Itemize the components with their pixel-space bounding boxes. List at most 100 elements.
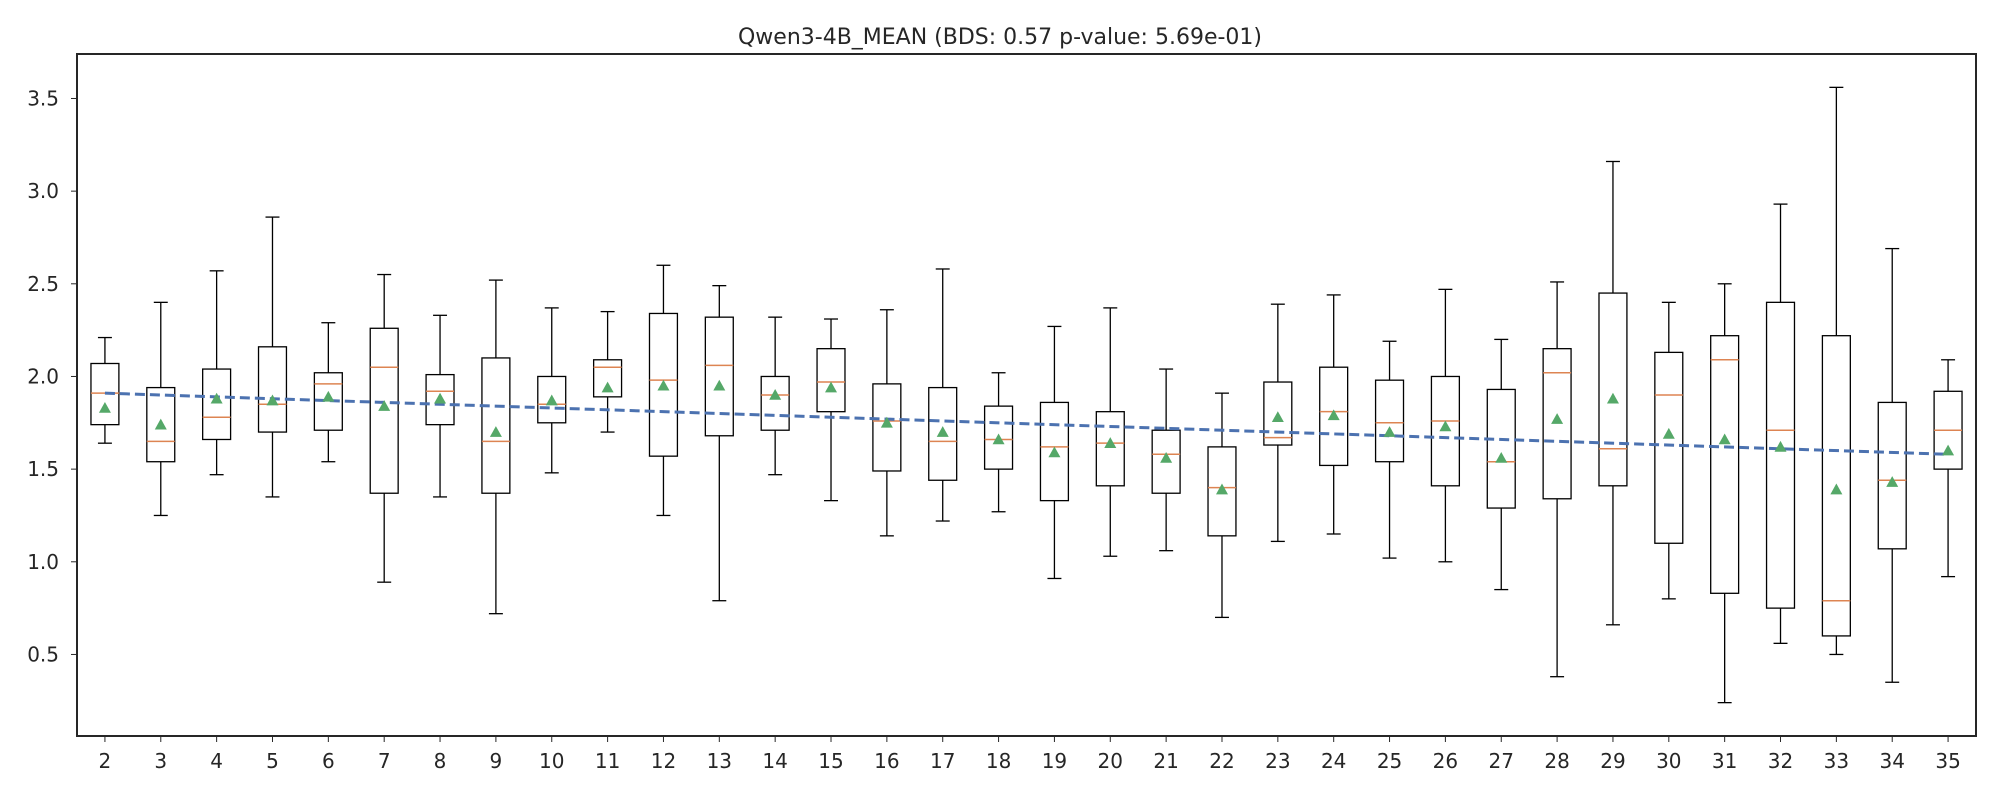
box-11: [592, 310, 623, 433]
x-tick-label: 24: [1321, 749, 1346, 773]
x-tick-label: 18: [986, 749, 1011, 773]
y-tick-label: 3.5: [27, 86, 59, 110]
iqr-box: [257, 346, 288, 433]
box-6: [313, 322, 343, 463]
mean-marker-35: [1942, 444, 1955, 456]
x-tick-label: 9: [490, 749, 503, 773]
mean-marker-20: [1104, 437, 1117, 448]
mean-marker-3: [154, 418, 167, 430]
mean-marker-15: [825, 381, 838, 393]
mean-marker-5: [266, 394, 279, 406]
iqr-box: [648, 312, 679, 457]
x-tick-label: 19: [1042, 749, 1067, 773]
box-24: [1319, 294, 1349, 535]
x-tick-label: 6: [322, 749, 335, 773]
iqr-box: [1151, 429, 1181, 494]
box-21: [1151, 368, 1181, 552]
mean-marker-13: [713, 379, 726, 391]
x-tick-label: 4: [210, 749, 223, 773]
mean-marker-14: [769, 389, 782, 400]
x-tick-label: 34: [1879, 749, 1904, 773]
mean-marker-26: [1439, 420, 1452, 432]
box-22: [1207, 392, 1237, 619]
iqr-box: [1765, 301, 1796, 609]
iqr-box: [537, 375, 567, 424]
box-10: [537, 307, 567, 474]
mean-marker-27: [1495, 452, 1508, 463]
y-tick-label: 1.0: [27, 550, 59, 574]
y-tick-label: 0.5: [27, 642, 59, 666]
trend-line: [104, 391, 1949, 456]
mean-marker-28: [1551, 413, 1564, 424]
box-19: [1039, 325, 1070, 580]
mean-marker-18: [992, 433, 1005, 445]
box-5: [257, 216, 288, 498]
box-7: [369, 273, 399, 583]
box-12: [648, 264, 679, 517]
iqr-box: [1374, 379, 1405, 463]
y-tick-label: 3.0: [27, 179, 59, 203]
iqr-box: [1877, 401, 1907, 550]
mean-marker-24: [1327, 409, 1340, 421]
x-tick-label: 28: [1544, 749, 1569, 773]
box-8: [425, 314, 455, 498]
box-3: [146, 301, 176, 517]
mean-marker-21: [1160, 452, 1173, 463]
x-tick-label: 20: [1098, 749, 1123, 773]
boxes-layer: [90, 86, 1963, 704]
y-tick-label: 2.5: [27, 272, 59, 296]
iqr-box: [146, 386, 176, 463]
mean-marker-22: [1215, 483, 1228, 495]
x-tick-label: 5: [266, 749, 279, 773]
x-tick-label: 17: [930, 749, 955, 773]
iqr-box: [202, 368, 232, 441]
box-23: [1263, 303, 1293, 543]
iqr-box: [592, 359, 623, 398]
mean-marker-32: [1774, 440, 1787, 452]
y-tick-label: 2.0: [27, 364, 59, 388]
box-29: [1598, 160, 1628, 626]
iqr-box: [816, 348, 846, 413]
x-tick-label: 21: [1153, 749, 1178, 773]
mean-marker-31: [1718, 433, 1731, 445]
mean-marker-9: [489, 426, 502, 437]
iqr-box: [1821, 335, 1851, 637]
iqr-box: [1598, 292, 1628, 487]
x-tick-label: 16: [874, 749, 899, 773]
x-tick-label: 15: [818, 749, 843, 773]
mean-marker-16: [880, 416, 893, 428]
box-25: [1374, 340, 1405, 559]
iqr-box: [1710, 335, 1740, 594]
x-tick-label: 10: [539, 749, 564, 773]
iqr-box: [369, 327, 399, 494]
mean-marker-17: [936, 426, 949, 437]
x-tick-label: 22: [1209, 749, 1234, 773]
iqr-box: [872, 383, 902, 472]
mean-marker-29: [1606, 392, 1619, 404]
x-tick-label: 25: [1377, 749, 1402, 773]
iqr-box: [704, 316, 734, 437]
box-33: [1821, 86, 1851, 656]
iqr-box: [90, 362, 120, 426]
box-28: [1542, 281, 1572, 678]
iqr-box: [1039, 401, 1070, 502]
x-tick-label: 23: [1265, 749, 1290, 773]
iqr-box: [1319, 366, 1349, 467]
box-14: [760, 316, 790, 476]
iqr-box: [928, 386, 958, 481]
box-30: [1654, 301, 1684, 600]
box-27: [1486, 338, 1516, 591]
box-2: [90, 336, 120, 444]
x-tick-label: 27: [1489, 749, 1514, 773]
mean-marker-33: [1830, 483, 1843, 495]
axes-layer: 2 3 4 5 6 7 8 9 10 11 12 13 14 15 16 17 18 19 20 21 22 23 24 25…: [27, 86, 1961, 773]
box-20: [1095, 307, 1125, 557]
mean-marker-30: [1662, 427, 1675, 439]
mean-marker-25: [1383, 426, 1396, 437]
iqr-box: [1654, 351, 1684, 544]
iqr-box: [313, 372, 343, 431]
x-tick-label: 2: [99, 749, 112, 773]
box-35: [1933, 359, 1963, 578]
x-tick-label: 12: [651, 749, 676, 773]
